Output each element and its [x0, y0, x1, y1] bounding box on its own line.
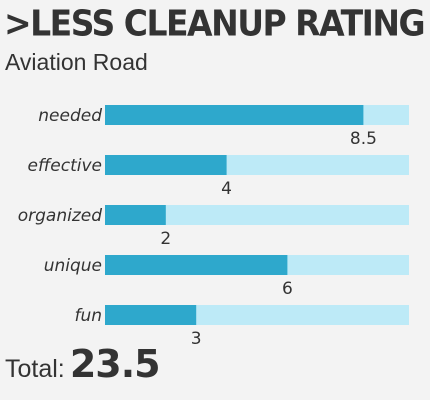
bar-fun: [105, 305, 197, 325]
bar-effective: [105, 155, 227, 175]
total-row: Total: 23.5: [5, 342, 161, 386]
category-label-effective: effective: [28, 156, 102, 176]
total-value: 23.5: [69, 342, 161, 386]
total-label: Total:: [5, 355, 65, 383]
bar-track-organized: [105, 205, 409, 225]
category-label-needed: needed: [38, 106, 102, 126]
category-label-unique: unique: [44, 256, 102, 276]
category-label-fun: fun: [74, 306, 102, 326]
value-label-effective: 4: [221, 179, 232, 199]
chart-subtitle: Aviation Road: [5, 49, 148, 75]
bar-needed: [105, 105, 364, 125]
value-label-organized: 2: [160, 229, 171, 249]
category-label-organized: organized: [18, 206, 102, 226]
value-label-unique: 6: [282, 279, 293, 299]
bar-unique: [105, 255, 288, 275]
chart-title: >LESS CLEANUP RATING: [4, 2, 426, 45]
bar-organized: [105, 205, 166, 225]
value-label-fun: 3: [191, 329, 202, 349]
value-label-needed: 8.5: [350, 129, 377, 149]
